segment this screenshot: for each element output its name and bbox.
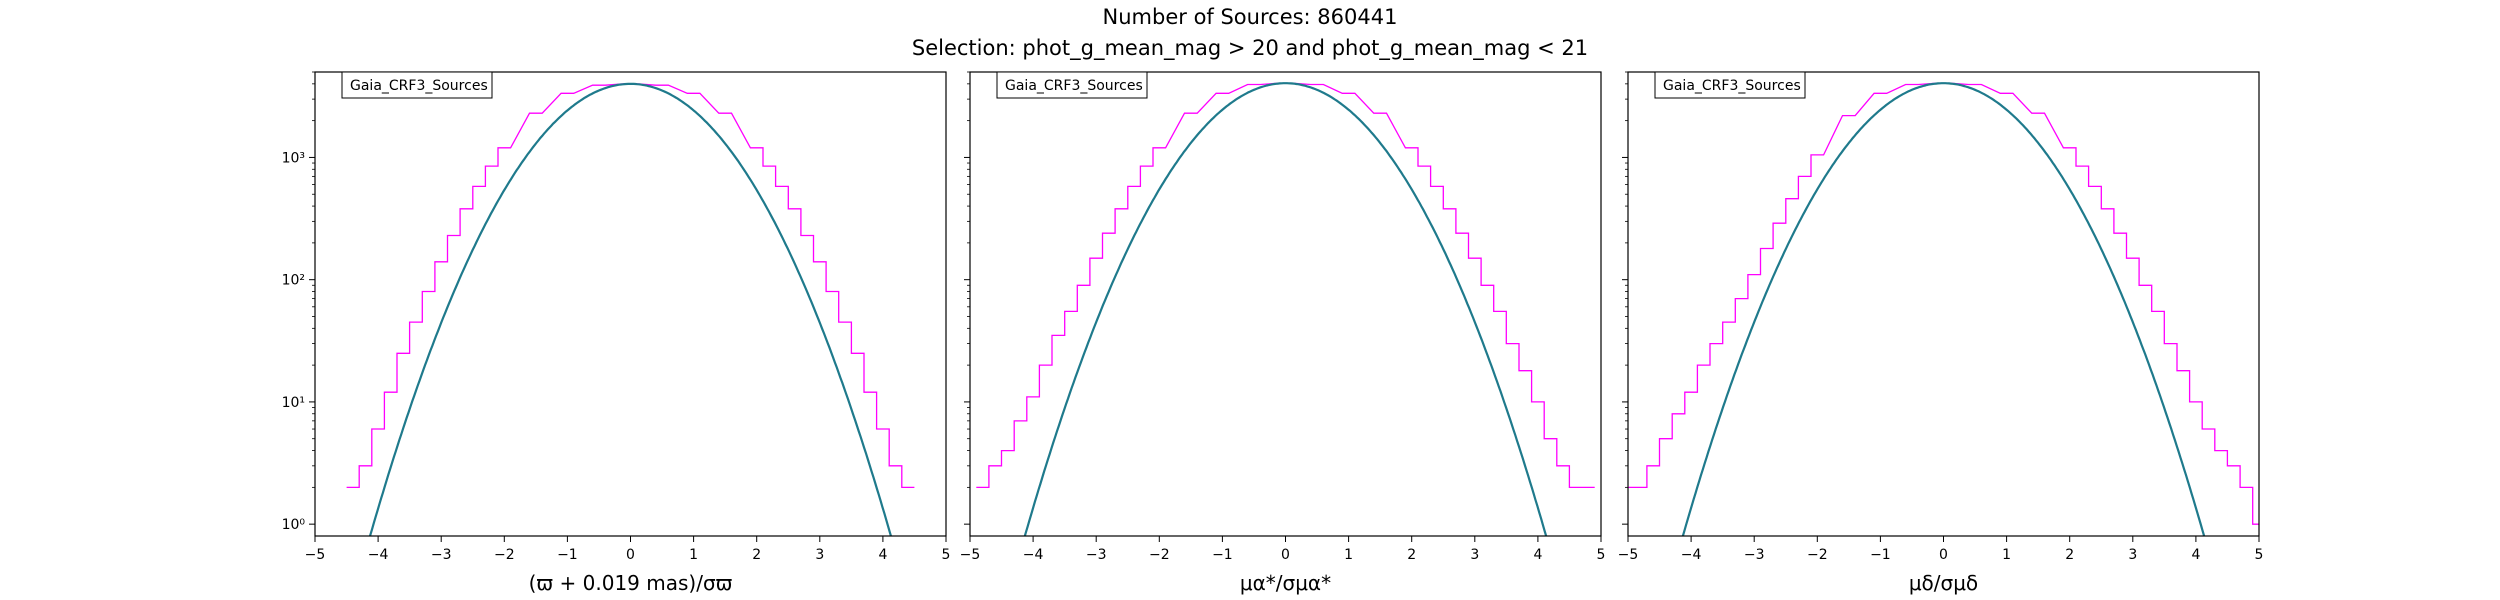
panel-pmra: −5 −4 −3 −2 −1 0 1 2 3 4 5 μα*/σμα* Gaia_CRF3_Source… [960, 71, 1606, 595]
x-tick-label: 4 [1533, 547, 1542, 563]
x-axis-label: (ϖ + 0.019 mas)/σϖ [529, 571, 733, 595]
x-tick-label: −3 [1086, 547, 1107, 563]
gaussian-model-curve [368, 82, 893, 536]
x-tick-label: −5 [1618, 547, 1639, 563]
legend-label: Gaia_CRF3_Sources [350, 78, 488, 94]
x-tick-label: 2 [2065, 547, 2074, 563]
x-tick-label: 1 [1344, 547, 1353, 563]
y-tick-label: 10³ [282, 150, 305, 166]
x-tick-label: 0 [626, 547, 635, 563]
x-tick-label: 5 [2255, 547, 2264, 563]
x-tick-label: −2 [494, 547, 515, 563]
panel-parallax: −5 −4 −3 −2 −1 0 1 2 3 4 5 10⁰ 10¹ 10² 10³ (ϖ + 0.019 m… [282, 71, 951, 595]
y-tick-label: 10² [282, 273, 305, 289]
x-tick-label: 5 [1597, 547, 1606, 563]
figure-title-line1: Number of Sources: 860441 [1103, 5, 1398, 29]
histogram-series [346, 83, 915, 489]
x-tick-label: −4 [1681, 547, 1702, 563]
x-axis-label: μδ/σμδ [1909, 571, 1978, 595]
x-tick-label: 4 [878, 547, 887, 563]
x-tick-label: −5 [305, 547, 326, 563]
histogram-series [976, 82, 1595, 489]
y-tick-label: 10⁰ [282, 517, 306, 533]
x-tick-label: −4 [1023, 547, 1044, 563]
histogram-series [1628, 82, 2259, 525]
legend-label: Gaia_CRF3_Sources [1005, 78, 1143, 94]
x-tick-label: 2 [752, 547, 761, 563]
x-tick-label: 3 [1470, 547, 1479, 563]
panel-pmdec: −5 −4 −3 −2 −1 0 1 2 3 4 5 μδ/σμδ Gaia_CRF3_Sources [1618, 71, 2264, 595]
x-tick-label: −3 [431, 547, 452, 563]
x-tick-label: 5 [942, 547, 951, 563]
x-axis-label: μα*/σμα* [1240, 571, 1331, 595]
x-tick-label: −2 [1149, 547, 1170, 563]
x-tick-label: −1 [557, 547, 578, 563]
gaussian-model-curve [1681, 82, 2206, 536]
x-tick-label: −5 [960, 547, 981, 563]
legend-box [1654, 71, 1806, 99]
x-tick-label: −4 [368, 547, 389, 563]
x-tick-label: −1 [1870, 547, 1891, 563]
x-tick-label: 0 [1939, 547, 1948, 563]
x-tick-label: −2 [1807, 547, 1828, 563]
axes-frame [314, 71, 947, 537]
x-tick-label: 3 [815, 547, 824, 563]
x-tick-label: 0 [1281, 547, 1290, 563]
x-tick-label: −3 [1744, 547, 1765, 563]
legend-box [996, 71, 1148, 99]
x-tick-label: −1 [1212, 547, 1233, 563]
legend-label: Gaia_CRF3_Sources [1663, 78, 1801, 94]
x-tick-label: 2 [1407, 547, 1416, 563]
x-tick-label: 1 [2002, 547, 2011, 563]
y-tick-label: 10¹ [282, 395, 305, 411]
x-tick-label: 3 [2128, 547, 2137, 563]
x-tick-label: 4 [2191, 547, 2200, 563]
axes-frame [1627, 71, 2260, 537]
figure-title-line2: Selection: phot_g_mean_mag > 20 and phot… [912, 36, 1588, 61]
gaussian-model-curve [1023, 82, 1548, 536]
axes-frame [969, 71, 1602, 537]
x-tick-label: 1 [689, 547, 698, 563]
legend-box [341, 71, 493, 99]
